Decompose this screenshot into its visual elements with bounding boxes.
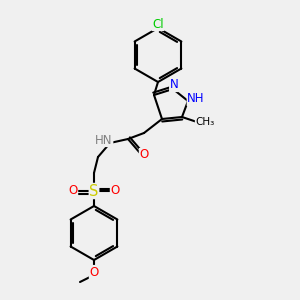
Text: N: N (169, 79, 178, 92)
Text: HN: HN (95, 134, 113, 146)
Text: Cl: Cl (152, 17, 164, 31)
Text: O: O (68, 184, 78, 197)
Text: O: O (140, 148, 148, 161)
Text: CH₃: CH₃ (195, 117, 214, 127)
Text: O: O (110, 184, 120, 197)
Text: S: S (89, 184, 99, 199)
Text: O: O (89, 266, 99, 278)
Text: NH: NH (187, 92, 205, 106)
